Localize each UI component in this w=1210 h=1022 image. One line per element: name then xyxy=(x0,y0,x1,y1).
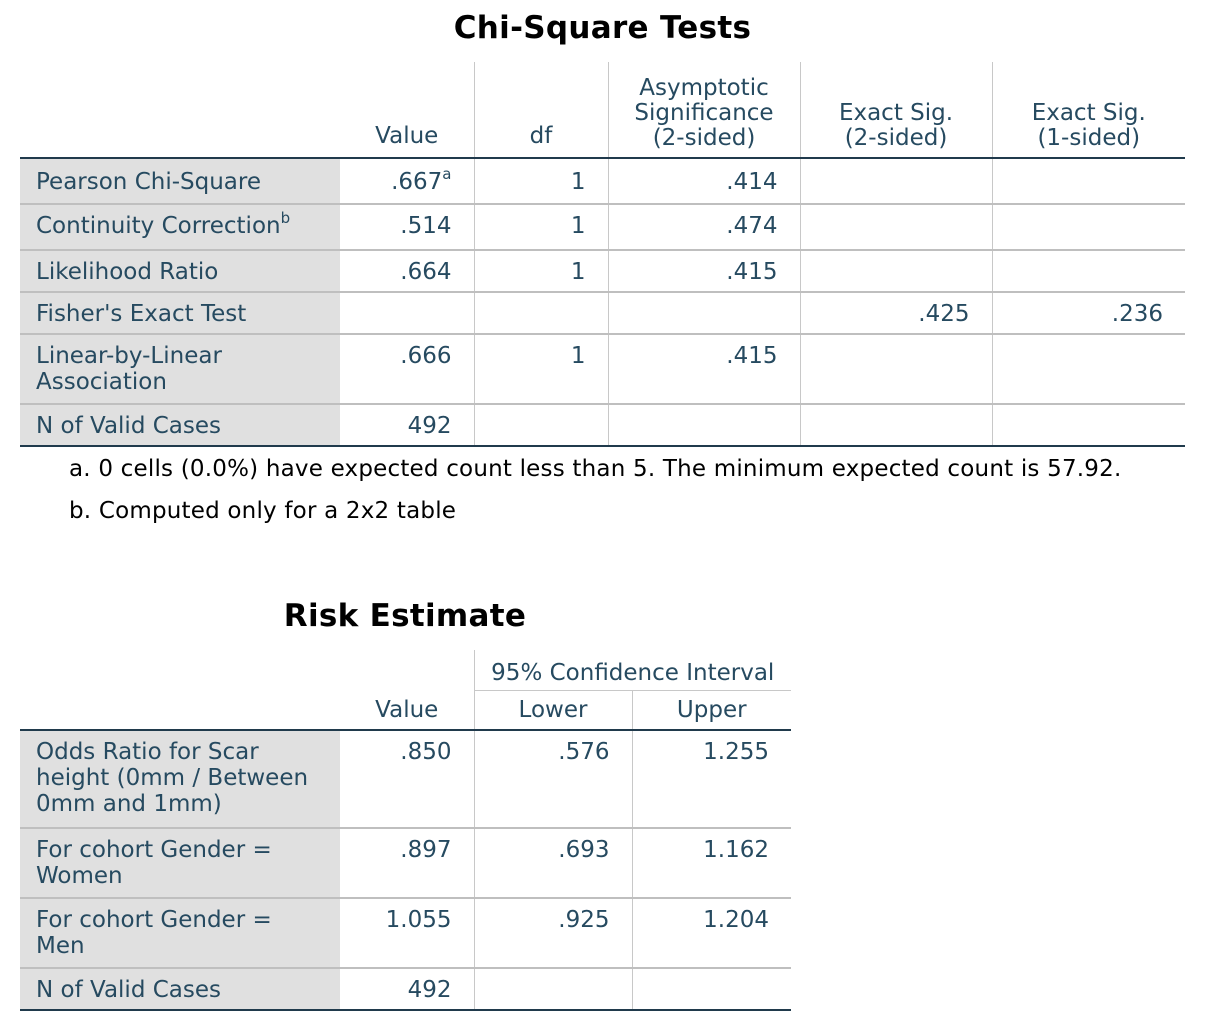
cell-value: .514 xyxy=(340,204,474,251)
cell-value: .897 xyxy=(340,828,474,899)
footnote-a: a. 0 cells (0.0%) have expected count le… xyxy=(69,456,1122,482)
header-exact2-line1: Exact Sig. xyxy=(838,100,954,126)
row-label-line1: Linear-by-Linear xyxy=(36,343,222,369)
table-row: Odds Ratio for Scar height (0mm / Betwee… xyxy=(20,730,791,829)
cell-df: 1 xyxy=(473,250,608,293)
row-label: For cohort Gender = Women xyxy=(20,828,340,899)
cell-df: 1 xyxy=(473,158,608,205)
row-label: For cohort Gender = Men xyxy=(20,898,340,969)
header-blank xyxy=(20,650,340,690)
row-label-line3: 0mm and 1mm) xyxy=(36,791,222,817)
cell-value xyxy=(340,292,474,335)
header-lower: Lower xyxy=(473,690,632,731)
row-label-line2: Men xyxy=(36,933,85,959)
cell-upper: 1.162 xyxy=(631,828,791,899)
header-blank xyxy=(20,690,340,731)
header-asym-line1: Asymptotic xyxy=(639,75,769,101)
cell-exact2 xyxy=(799,204,992,251)
row-label: Linear-by-Linear Association xyxy=(20,334,340,405)
footnote-marker-b: b xyxy=(280,209,291,227)
cell-exact1 xyxy=(991,334,1185,405)
header-asym-line3: (2-sided) xyxy=(652,125,756,151)
footnote-b: b. Computed only for a 2x2 table xyxy=(69,498,457,524)
row-label-line1: Odds Ratio for Scar xyxy=(36,739,259,765)
cell-value: .666 xyxy=(340,334,474,405)
cell-asym xyxy=(607,292,800,335)
header-exact-sig-1: Exact Sig. (1-sided) xyxy=(991,62,1185,159)
risk-estimate-title: Risk Estimate xyxy=(283,598,527,634)
chi-square-table: Value df Asymptotic Significance (2-side… xyxy=(20,62,1185,447)
row-label: Fisher's Exact Test xyxy=(20,292,340,335)
cell-exact2 xyxy=(799,404,992,447)
header-asymptotic-significance: Asymptotic Significance (2-sided) xyxy=(607,62,800,159)
cell-value: .664 xyxy=(340,250,474,293)
chi-square-title: Chi-Square Tests xyxy=(453,10,752,46)
table-row: For cohort Gender = Women .897 .693 1.16… xyxy=(20,828,791,899)
cell-exact2 xyxy=(799,334,992,405)
table-row: Fisher's Exact Test .425 .236 xyxy=(20,292,1185,335)
row-label: Pearson Chi-Square xyxy=(20,158,340,205)
header-upper: Upper xyxy=(631,690,791,731)
risk-estimate-table: 95% Confidence Interval Value Lower Uppe… xyxy=(20,650,791,1011)
cell-exact1 xyxy=(991,250,1185,293)
row-label: N of Valid Cases xyxy=(20,968,340,1011)
cell-exact1 xyxy=(991,158,1185,205)
header-ci: 95% Confidence Interval xyxy=(473,650,791,691)
cell-df xyxy=(473,404,608,447)
header-exact-sig-2: Exact Sig. (2-sided) xyxy=(799,62,992,159)
cell-df: 1 xyxy=(473,334,608,405)
cell-lower: .693 xyxy=(473,828,632,899)
table-row: Continuity Correctionb .514 1 .474 xyxy=(20,204,1185,251)
table-row: N of Valid Cases 492 xyxy=(20,968,791,1011)
cell-upper: 1.204 xyxy=(631,898,791,969)
row-label-line2: Association xyxy=(36,369,167,395)
header-df: df xyxy=(473,62,608,159)
header-exact1-line2: (1-sided) xyxy=(1037,125,1141,151)
row-label: Odds Ratio for Scar height (0mm / Betwee… xyxy=(20,730,340,829)
cell-df: 1 xyxy=(473,204,608,251)
row-label-line1: For cohort Gender = xyxy=(36,907,272,933)
table-row: Linear-by-Linear Association .666 1 .415 xyxy=(20,334,1185,405)
header-exact2-line2: (2-sided) xyxy=(844,125,948,151)
cell-asym: .415 xyxy=(607,334,800,405)
cell-asym xyxy=(607,404,800,447)
row-label: N of Valid Cases xyxy=(20,404,340,447)
cell-exact2 xyxy=(799,158,992,205)
row-label-line2: Women xyxy=(36,863,123,889)
cell-asym: .414 xyxy=(607,158,800,205)
cell-exact1 xyxy=(991,204,1185,251)
cell-exact2: .425 xyxy=(799,292,992,335)
header-exact1-line1: Exact Sig. xyxy=(1031,100,1146,126)
cell-exact2 xyxy=(799,250,992,293)
cell-value: 492 xyxy=(340,968,474,1011)
header-blank xyxy=(20,62,340,159)
header-asym-line2: Significance xyxy=(634,100,774,126)
header-value: Value xyxy=(340,690,474,731)
footnote-marker-a: a xyxy=(442,165,452,183)
cell-upper: 1.255 xyxy=(631,730,791,829)
row-label-line1: For cohort Gender = xyxy=(36,837,272,863)
row-label-line2: height (0mm / Between xyxy=(36,765,309,791)
cell-exact1: .236 xyxy=(991,292,1185,335)
cell-df xyxy=(473,292,608,335)
cell-upper xyxy=(631,968,791,1011)
cell-value: .850 xyxy=(340,730,474,829)
table-row: For cohort Gender = Men 1.055 .925 1.204 xyxy=(20,898,791,969)
header-blank xyxy=(340,650,474,690)
cell-lower: .576 xyxy=(473,730,632,829)
table-row: Pearson Chi-Square .667a 1 .414 xyxy=(20,158,1185,205)
row-label: Continuity Correctionb xyxy=(20,204,340,251)
cell-asym: .474 xyxy=(607,204,800,251)
cell-lower xyxy=(473,968,632,1011)
table-row: N of Valid Cases 492 xyxy=(20,404,1185,447)
row-label: Likelihood Ratio xyxy=(20,250,340,293)
header-value: Value xyxy=(340,62,474,159)
table-row: Likelihood Ratio .664 1 .415 xyxy=(20,250,1185,293)
cell-value: .667a xyxy=(340,158,474,205)
cell-value: 1.055 xyxy=(340,898,474,969)
cell-lower: .925 xyxy=(473,898,632,969)
cell-asym: .415 xyxy=(607,250,800,293)
cell-exact1 xyxy=(991,404,1185,447)
cell-value: 492 xyxy=(340,404,474,447)
